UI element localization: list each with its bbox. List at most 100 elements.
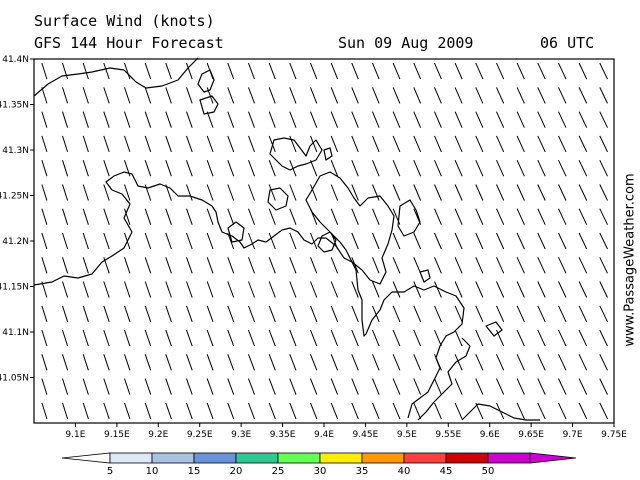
- wind-barb: [558, 329, 567, 347]
- wind-barb: [434, 402, 442, 420]
- wind-barb: [206, 378, 214, 395]
- wind-barb: [496, 354, 505, 371]
- wind-barb: [537, 135, 546, 153]
- lat-tick-label: 41.05N: [0, 374, 29, 384]
- wind-barb: [413, 329, 422, 347]
- wind-barb: [103, 354, 110, 371]
- wind-barb: [558, 354, 567, 371]
- wind-barb: [289, 257, 297, 274]
- wind-barb: [496, 135, 505, 153]
- forecast-time: 06 UTC: [540, 34, 595, 52]
- wind-barb: [103, 378, 110, 395]
- wind-barb: [310, 135, 318, 153]
- wind-barb: [537, 305, 546, 323]
- color-bar-segment: [361, 452, 405, 464]
- wind-barb: [413, 402, 422, 420]
- wind-barb: [289, 111, 297, 128]
- wind-barb: [558, 135, 567, 153]
- wind-barb: [454, 87, 463, 104]
- wind-barb: [144, 62, 152, 80]
- wind-barb: [41, 281, 48, 298]
- wind-barb: [289, 281, 297, 298]
- color-bar-segment: [445, 452, 489, 464]
- wind-barb: [248, 402, 255, 420]
- wind-barb: [537, 281, 546, 298]
- wind-barb: [516, 232, 525, 250]
- wind-barb: [310, 329, 318, 347]
- wind-barb: [206, 135, 214, 153]
- wind-barb: [578, 232, 588, 250]
- island-north-1: [197, 69, 215, 93]
- wind-barb: [330, 329, 339, 347]
- wind-barb: [475, 378, 484, 395]
- wind-barb: [392, 184, 401, 201]
- wind-barb: [41, 160, 48, 177]
- wind-barb: [227, 111, 235, 128]
- coastline-south: [461, 403, 540, 421]
- wind-barb: [248, 111, 255, 128]
- lon-tick-label: 9.15E: [104, 430, 130, 440]
- wind-barb: [454, 135, 463, 153]
- wind-barb: [248, 257, 255, 274]
- wind-barb: [496, 329, 505, 347]
- island-small-2: [227, 221, 245, 243]
- wind-barb: [558, 257, 567, 274]
- wind-barb: [268, 184, 276, 201]
- wind-barb: [227, 402, 235, 420]
- wind-barb: [351, 87, 359, 104]
- wind-barb: [413, 111, 422, 128]
- wind-barb: [578, 111, 588, 128]
- forecast-date: Sun 09 Aug 2009: [338, 34, 474, 52]
- wind-barb: [516, 62, 525, 80]
- wind-barb: [537, 329, 546, 347]
- wind-barb: [62, 184, 69, 201]
- wind-barb: [454, 159, 463, 177]
- wind-barb: [227, 87, 235, 104]
- wind-barb: [206, 402, 214, 420]
- wind-barb: [289, 329, 297, 347]
- wind-barb: [330, 281, 339, 298]
- wind-barb: [165, 111, 172, 128]
- wind-barb: [454, 281, 463, 298]
- wind-barb: [330, 402, 339, 420]
- wind-barb: [103, 87, 110, 104]
- lat-tick-label: 41.2N: [2, 237, 29, 247]
- wind-barb: [413, 160, 422, 177]
- wind-barb: [516, 184, 525, 201]
- wind-barb: [124, 354, 131, 371]
- wind-barb: [103, 160, 110, 177]
- wind-barb: [537, 402, 546, 420]
- color-bar-label: 5: [107, 466, 113, 477]
- color-bar-high-arrow: [529, 452, 577, 464]
- lon-tick-label: 9.1E: [65, 430, 85, 440]
- wind-barb: [330, 208, 339, 225]
- wind-barb: [310, 184, 318, 201]
- wind-barb: [413, 281, 422, 298]
- wind-barb: [310, 160, 318, 177]
- wind-barb: [537, 184, 546, 201]
- lat-tick-label: 41.35N: [0, 101, 29, 111]
- wind-barb: [165, 160, 172, 177]
- wind-barb: [537, 257, 546, 274]
- wind-barb: [496, 305, 505, 323]
- wind-barb: [372, 305, 380, 322]
- wind-barb: [206, 305, 214, 322]
- wind-barb: [351, 281, 359, 298]
- wind-barb: [165, 87, 172, 104]
- wind-barb: [413, 232, 422, 250]
- wind-barb: [330, 257, 339, 274]
- wind-barb: [41, 62, 48, 80]
- wind-barb: [413, 184, 422, 201]
- wind-barb: [475, 184, 484, 201]
- wind-barb: [62, 354, 69, 371]
- lon-tick-label: 9.35E: [270, 430, 296, 440]
- color-bar-label: 35: [356, 466, 369, 477]
- wind-barb: [434, 184, 442, 201]
- wind-barb: [558, 402, 567, 420]
- wind-barb: [372, 281, 380, 298]
- wind-barb: [516, 87, 525, 104]
- wind-barb: [372, 160, 380, 177]
- wind-barb: [144, 87, 152, 104]
- wind-barb: [516, 378, 525, 395]
